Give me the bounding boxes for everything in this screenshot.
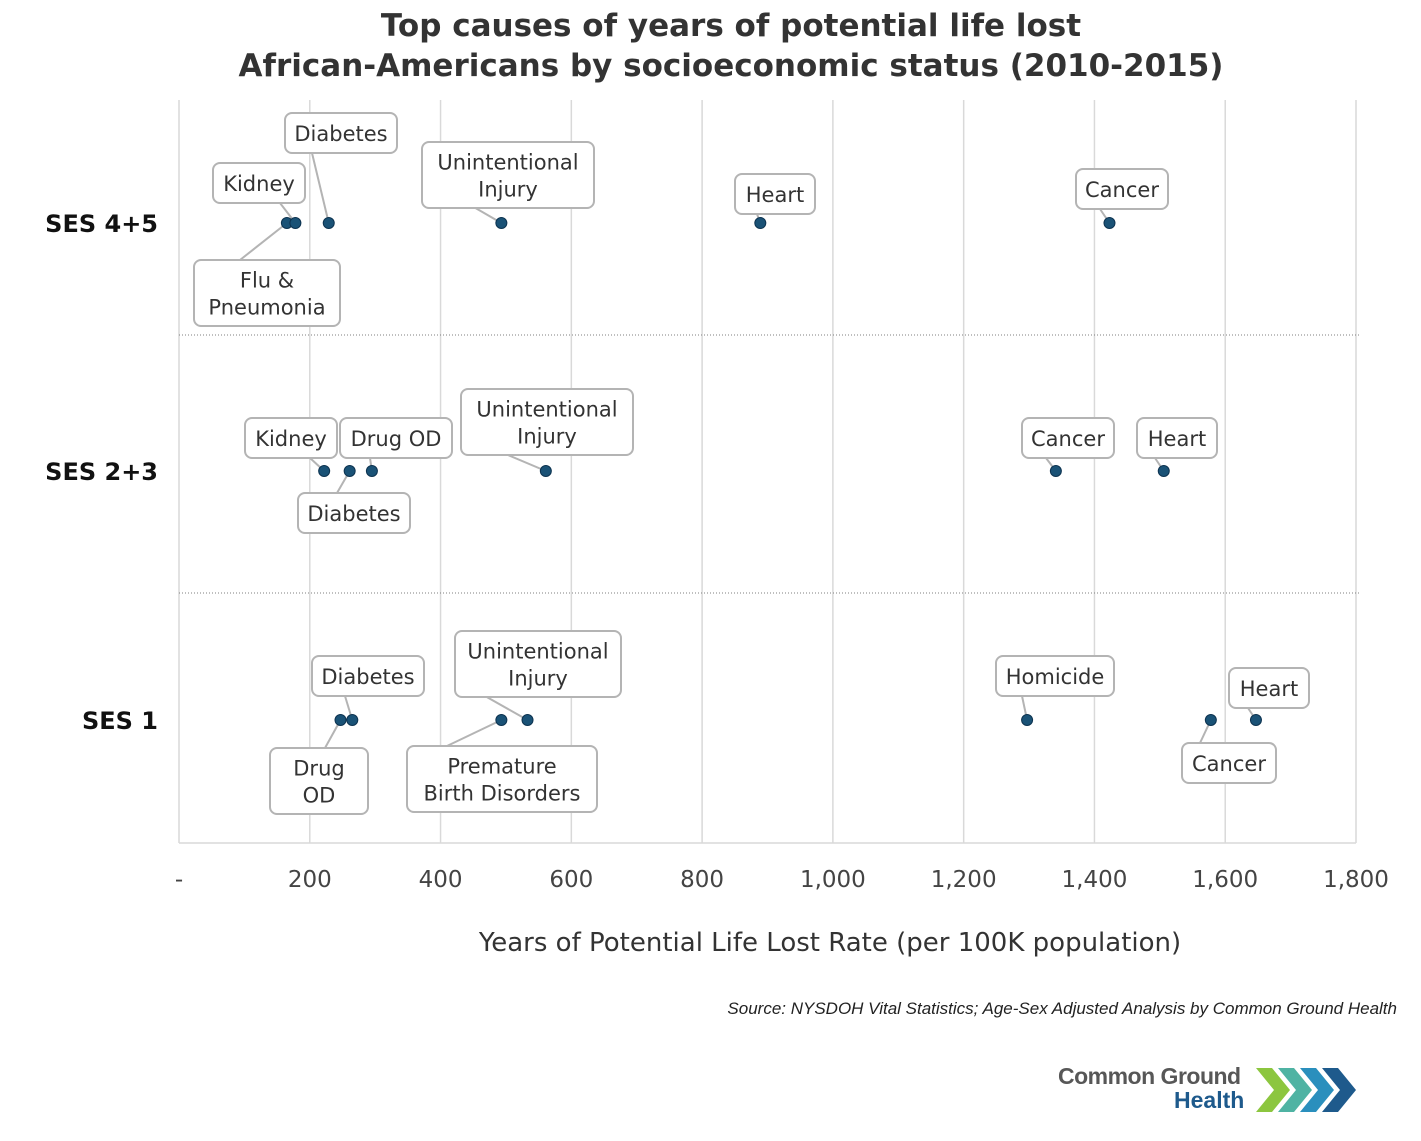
callout-box <box>1021 417 1115 459</box>
x-tick-label: 200 <box>288 867 332 893</box>
callout-box <box>212 162 306 204</box>
category-label: SES 4+5 <box>45 210 158 238</box>
x-tick-label: 1,600 <box>1192 867 1258 893</box>
data-point <box>346 714 359 726</box>
callout-label: OD <box>303 784 336 808</box>
callout-label: Heart <box>746 183 804 207</box>
callout-box <box>421 141 595 209</box>
x-tick-label: 800 <box>680 867 724 893</box>
data-point <box>754 217 767 229</box>
callout-leader <box>311 152 330 224</box>
data-point <box>495 217 508 229</box>
callout-label: Diabetes <box>307 502 400 526</box>
callout-box <box>244 417 338 459</box>
callout-label: Unintentional <box>476 398 617 422</box>
callout-box <box>1181 742 1277 784</box>
callout-label: Injury <box>478 178 538 202</box>
callout-label: Premature <box>447 755 556 779</box>
callout-label: Heart <box>1240 677 1298 701</box>
callout-label: Heart <box>1148 427 1206 451</box>
data-points <box>280 217 1262 726</box>
chevron-arrows-icon <box>1256 1068 1356 1112</box>
callout-box <box>269 747 369 815</box>
x-tick-label: 1,000 <box>800 867 866 893</box>
data-point <box>322 217 335 229</box>
data-point <box>334 714 347 726</box>
x-axis-label: Years of Potential Life Lost Rate (per 1… <box>478 928 1181 958</box>
callout-label: Cancer <box>1192 752 1266 776</box>
callout-label: Diabetes <box>294 122 387 146</box>
callout-box <box>406 745 598 813</box>
callout-label: Drug OD <box>351 427 442 451</box>
callout-label: Diabetes <box>321 665 414 689</box>
logo-text-line2: Health <box>1174 1087 1245 1113</box>
callout-box <box>311 655 425 697</box>
data-point <box>1157 465 1170 477</box>
callouts: Flu & Pneumonia Kidney Diabetes Unintentiona… <box>193 112 1310 815</box>
category-separators <box>179 334 1360 594</box>
callout-box <box>1228 667 1310 709</box>
callout-label: Injury <box>508 667 568 691</box>
callout-label: Pneumonia <box>208 296 325 320</box>
common-ground-health-logo: Common Ground Health <box>1058 1062 1368 1118</box>
callout-label: Cancer <box>1085 178 1159 202</box>
callout-label: Unintentional <box>467 640 608 664</box>
x-tick-label: 1,200 <box>931 867 997 893</box>
category-label: SES 2+3 <box>45 458 158 486</box>
x-tick-label: 400 <box>419 867 463 893</box>
x-tick-label: 1,400 <box>1062 867 1128 893</box>
callout-label: Flu & <box>240 269 294 293</box>
data-point <box>495 714 508 726</box>
callout-label: Drug <box>293 757 344 781</box>
category-label: SES 1 <box>82 707 158 735</box>
callout-box <box>297 492 411 534</box>
callout-label: Cancer <box>1031 427 1105 451</box>
data-point <box>365 465 378 477</box>
y-axis-categories: SES 4+5 SES 2+3 SES 1 <box>45 210 158 735</box>
data-point <box>539 465 552 477</box>
x-tick-label: 1,800 <box>1323 867 1389 893</box>
data-point <box>343 465 356 477</box>
callout-label: Kidney <box>223 172 295 196</box>
callout-box <box>460 388 634 456</box>
x-axis: - 200 400 600 800 1,000 1,200 1,400 1,600 1,800 <box>175 842 1389 893</box>
chart-title-line1: Top causes of years of potential life lo… <box>381 8 1081 44</box>
chart-title-line2: African-Americans by socioeconomic statu… <box>239 48 1224 84</box>
callout-leader <box>446 719 502 747</box>
callout-box <box>734 173 816 215</box>
callout-label: Birth Disorders <box>424 782 581 806</box>
callout-label: Injury <box>517 425 577 449</box>
callout-box <box>339 417 453 459</box>
callout-label: Homicide <box>1006 665 1105 689</box>
callout-leader <box>239 222 288 261</box>
callout-box <box>193 259 341 327</box>
logo-text-line1: Common Ground <box>1058 1063 1241 1089</box>
data-point <box>1204 714 1217 726</box>
x-tick-label: 600 <box>549 867 593 893</box>
callout-box <box>454 630 622 698</box>
gridlines <box>178 100 1357 843</box>
source-note: Source: NYSDOH Vital Statistics; Age-Sex… <box>727 999 1397 1018</box>
data-point <box>318 465 331 477</box>
data-point <box>1049 465 1062 477</box>
x-tick-label: - <box>175 867 183 893</box>
callout-leader <box>484 695 529 721</box>
callout-label: Kidney <box>255 427 327 451</box>
data-point <box>521 714 534 726</box>
data-point <box>1103 217 1116 229</box>
callout-box <box>995 655 1115 697</box>
callout-box <box>284 112 398 154</box>
data-point <box>289 217 302 229</box>
data-point <box>1249 714 1262 726</box>
callout-label: Unintentional <box>437 151 578 175</box>
callout-box <box>1136 417 1218 459</box>
callout-leader <box>507 454 547 472</box>
callout-box <box>1075 168 1169 210</box>
data-point <box>1021 714 1034 726</box>
